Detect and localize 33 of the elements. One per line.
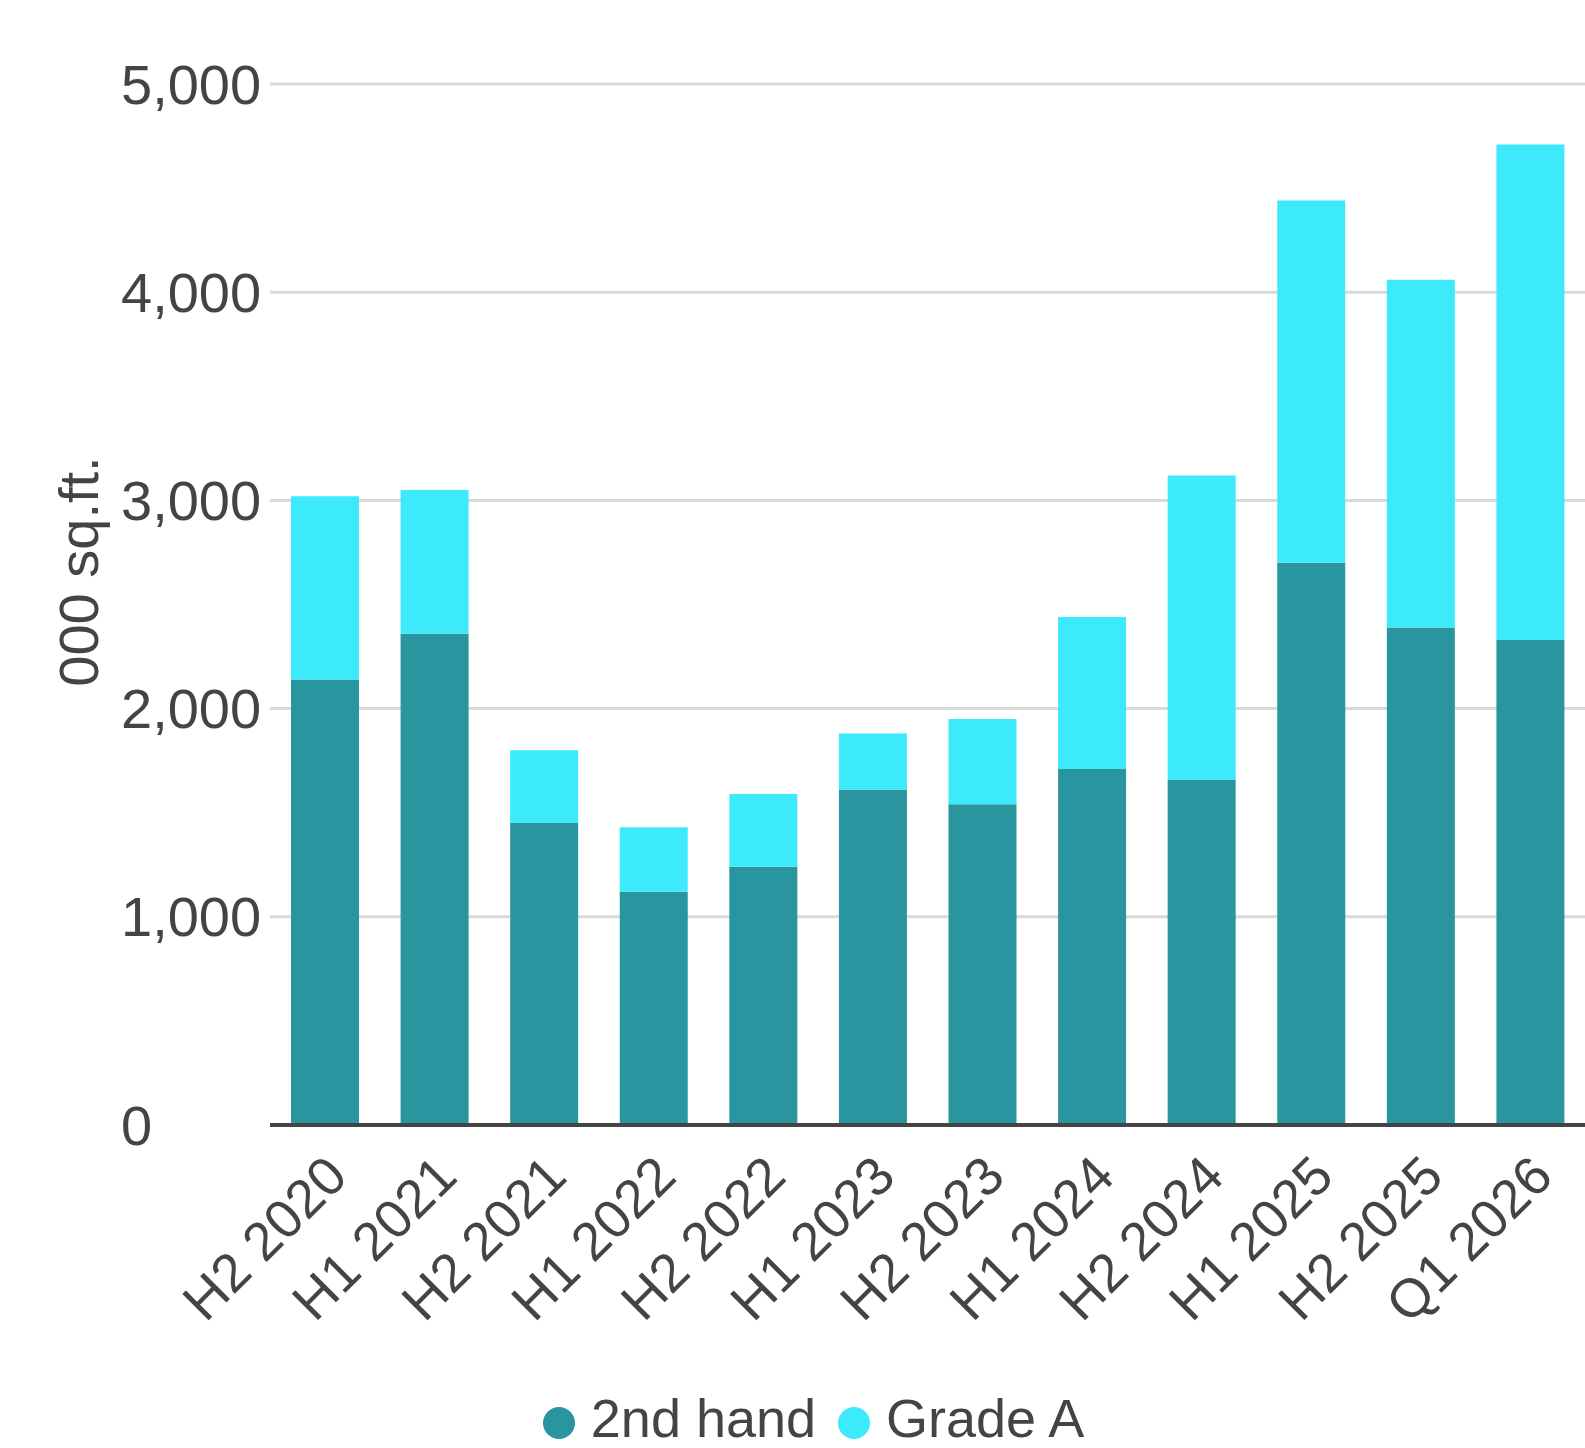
- y-tick-label: 5,000: [121, 52, 262, 116]
- bar: [1167, 779, 1236, 1125]
- bar: [838, 733, 907, 790]
- bar: [510, 823, 579, 1125]
- y-tick-label: 3,000: [121, 468, 262, 532]
- bar: [1386, 627, 1455, 1125]
- bar: [619, 827, 688, 892]
- bar: [1386, 279, 1455, 628]
- bar: [400, 633, 469, 1125]
- bar: [729, 793, 798, 867]
- bar: [948, 804, 1017, 1125]
- bar: [510, 750, 579, 824]
- y-tick-label: 0: [121, 1093, 153, 1157]
- bar: [948, 719, 1017, 805]
- bar: [1058, 616, 1127, 769]
- y-tick-label: 1,000: [121, 885, 262, 949]
- bar: [1058, 768, 1127, 1125]
- bar: [619, 891, 688, 1125]
- bar: [729, 866, 798, 1125]
- bar: [1277, 200, 1346, 563]
- bar: [1167, 475, 1236, 780]
- y-axis-title: 000 sq.ft.: [46, 456, 110, 687]
- bar: [1496, 639, 1565, 1125]
- bar: [291, 679, 359, 1125]
- legend-label: 2nd hand: [589, 1388, 818, 1448]
- bar: [1277, 562, 1346, 1125]
- y-tick-label: 2,000: [121, 677, 262, 741]
- legend-label: Grade A: [885, 1388, 1086, 1448]
- bar: [400, 489, 469, 634]
- bar: [1496, 144, 1565, 640]
- bar: [838, 789, 907, 1125]
- bar: [291, 496, 359, 680]
- y-tick-label: 4,000: [121, 260, 262, 324]
